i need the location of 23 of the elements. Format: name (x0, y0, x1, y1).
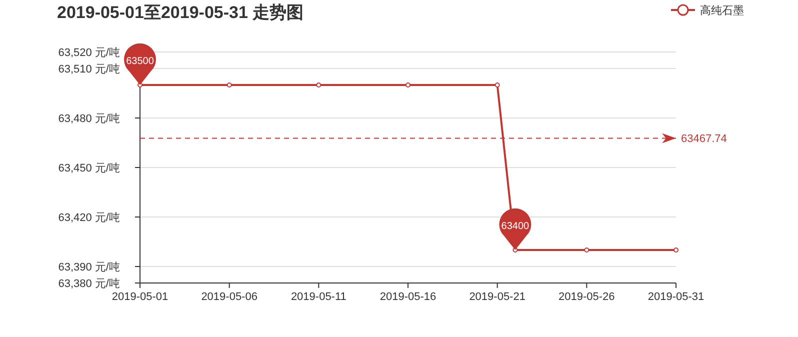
x-tick-label: 2019-05-16 (380, 291, 436, 303)
y-tick-label: 63,380 元/吨 (58, 277, 120, 290)
x-tick-label: 2019-05-11 (290, 291, 346, 303)
x-tick-label: 2019-05-06 (201, 291, 258, 303)
y-tick-label: 63,520 元/吨 (58, 46, 120, 59)
x-tick-label: 2019-05-01 (112, 291, 168, 303)
ref-line-label: 63467.74 (681, 133, 727, 146)
legend-label: 高纯石墨 (700, 4, 744, 17)
y-tick-label: 63,450 元/吨 (58, 162, 120, 174)
annotation: 63400 (499, 208, 532, 250)
annotation: 63400 (501, 221, 530, 232)
annotation: 63500 (124, 43, 156, 85)
y-tick-label: 63,510 元/吨 (58, 62, 120, 76)
chart-title: 2019-05-01至2019-05-31 走势图 (57, 3, 304, 22)
x-tick-label: 2019-05-26 (558, 291, 615, 303)
x-tick-label: 2019-05-31 (648, 291, 704, 303)
x-tick-label: 2019-05-21 (469, 291, 526, 303)
y-tick-label: 63,390 元/吨 (58, 260, 120, 274)
y-tick-label: 63,480 元/吨 (58, 112, 120, 125)
ref-line: 63467.74 (140, 133, 727, 146)
y-tick-label: 63,420 元/吨 (58, 211, 120, 224)
annotation: 63500 (126, 56, 154, 67)
legend: 高纯石墨 (671, 4, 744, 17)
